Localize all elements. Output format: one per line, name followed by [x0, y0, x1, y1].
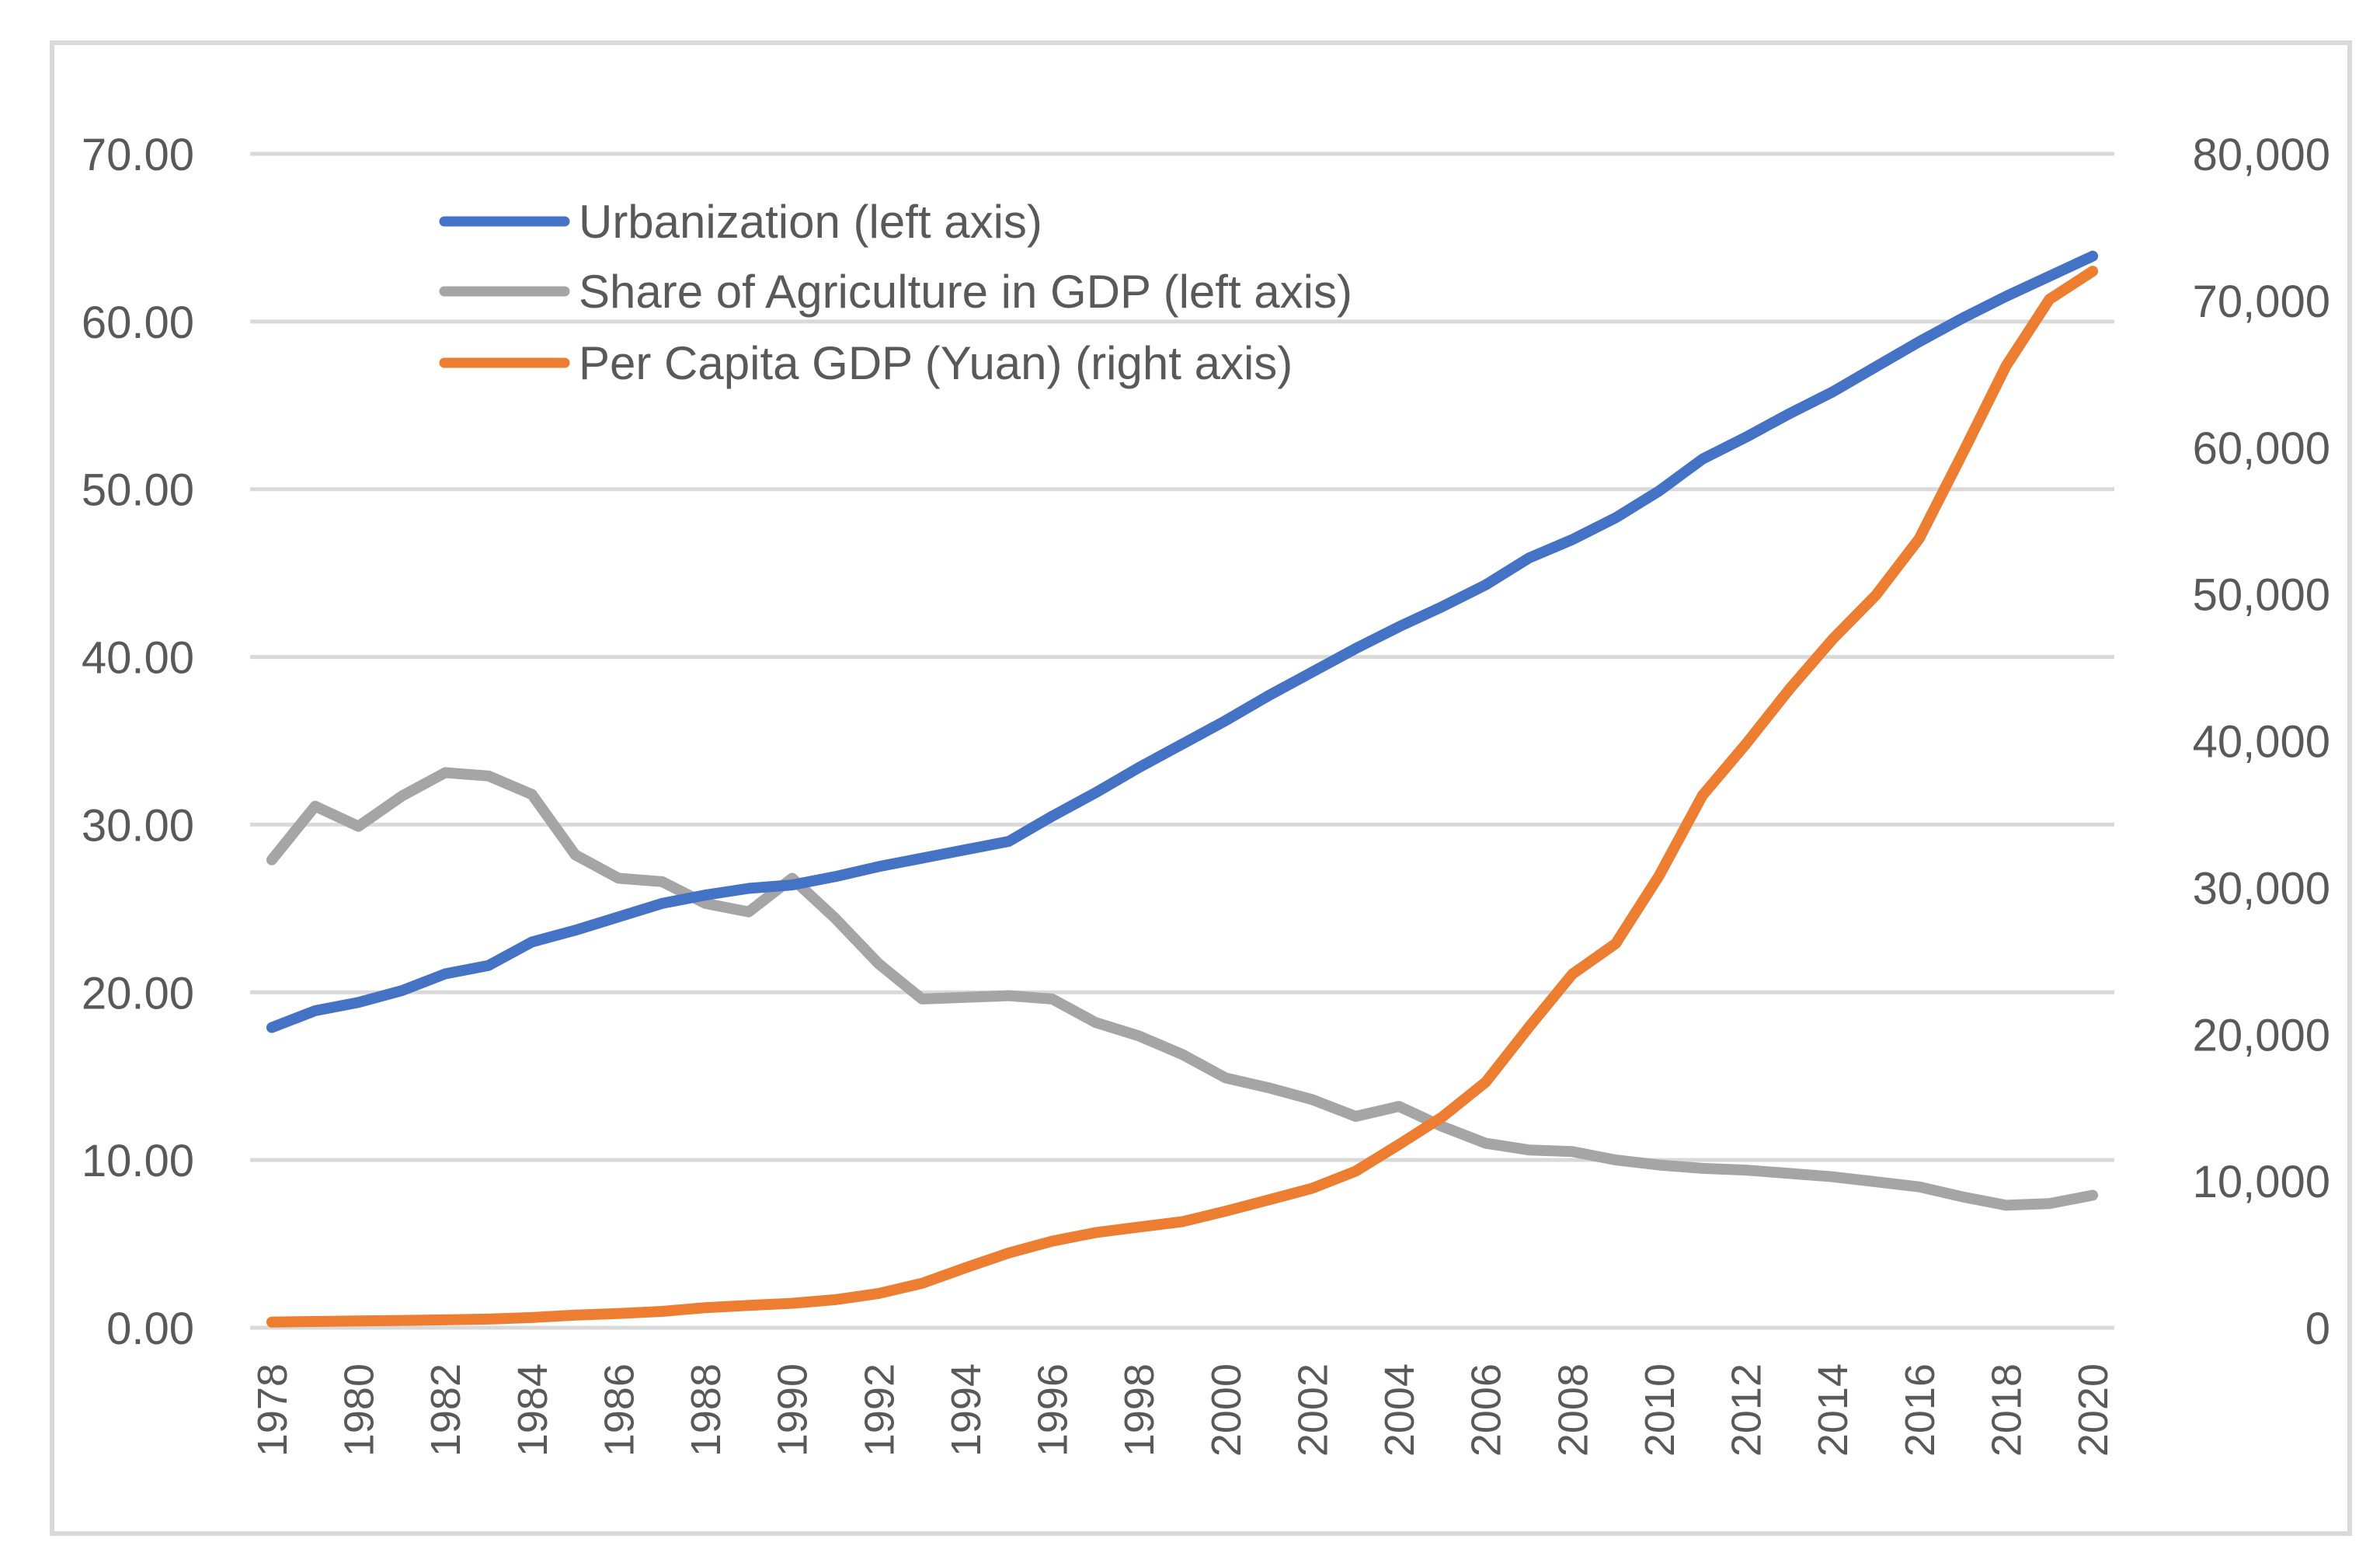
x-axis-tick-label: 2000 — [1203, 1363, 1250, 1457]
x-axis-tick-label: 2020 — [2070, 1363, 2117, 1457]
left-axis-tick-label: 40.00 — [82, 633, 194, 684]
legend-label-urbanization: Urbanization (left axis) — [579, 196, 1042, 248]
x-axis-tick-label: 1980 — [336, 1363, 383, 1457]
x-axis-tick-label: 1994 — [943, 1363, 990, 1457]
agriculture-share-line — [266, 767, 2099, 1211]
chart-border — [50, 40, 2352, 1536]
left-axis-tick-label: 0.00 — [106, 1304, 194, 1354]
x-axis-tick-label: 2004 — [1376, 1363, 1423, 1457]
x-axis-tick-label: 2006 — [1463, 1363, 1510, 1457]
right-axis-tick-label: 60,000 — [2193, 423, 2330, 474]
gridlines — [250, 151, 2114, 1330]
legend-item-agriculture-share[interactable]: Share of Agriculture in GDP (left axis) — [439, 266, 1352, 318]
per-capita-gdp-line — [266, 266, 2099, 1328]
left-axis-tick-label: 20.00 — [82, 968, 194, 1019]
x-axis-tick-label: 1984 — [510, 1363, 556, 1457]
x-axis-tick-label: 2018 — [1983, 1363, 2030, 1457]
right-axis-tick-labels: 0 10,000 20,000 30,000 40,000 50,000 60,000 70,… — [2193, 130, 2330, 1354]
x-axis-tick-label: 2016 — [1897, 1363, 1943, 1457]
x-axis-tick-labels: 1978 1980 1982 1984 1986 1988 1990 1992 1994 1996… — [249, 1363, 2117, 1457]
x-axis-tick-label: 1996 — [1030, 1363, 1077, 1457]
left-axis-tick-label: 30.00 — [82, 800, 194, 851]
legend-item-per-capita-gdp[interactable]: Per Capita GDP (Yuan) (right axis) — [439, 337, 1293, 389]
right-axis-tick-label: 80,000 — [2193, 130, 2330, 180]
series-lines — [266, 250, 2099, 1328]
x-axis-tick-label: 1978 — [249, 1363, 296, 1457]
legend: Urbanization (left axis) Share of Agricu… — [439, 196, 1352, 389]
left-axis-tick-labels: 0.00 10.00 20.00 30.00 40.00 50.00 60.00 70.00 — [82, 130, 194, 1354]
x-axis-tick-label: 1992 — [856, 1363, 903, 1457]
legend-label-per-capita-gdp: Per Capita GDP (Yuan) (right axis) — [579, 337, 1293, 389]
x-axis-tick-label: 2010 — [1637, 1363, 1683, 1457]
x-axis-tick-label: 1990 — [770, 1363, 816, 1457]
x-axis-tick-label: 2012 — [1724, 1363, 1770, 1457]
left-axis-tick-label: 70.00 — [82, 130, 194, 180]
x-axis-tick-label: 2014 — [1810, 1363, 1856, 1457]
right-axis-tick-label: 20,000 — [2193, 1010, 2330, 1060]
urbanization-line — [266, 250, 2099, 1033]
x-axis-tick-label: 1986 — [596, 1363, 642, 1457]
left-axis-tick-label: 50.00 — [82, 465, 194, 516]
x-axis-tick-label: 2008 — [1550, 1363, 1596, 1457]
x-axis-tick-label: 1988 — [683, 1363, 729, 1457]
x-axis-tick-label: 2002 — [1289, 1363, 1336, 1457]
right-axis-tick-label: 70,000 — [2193, 277, 2330, 327]
legend-label-agriculture-share: Share of Agriculture in GDP (left axis) — [579, 266, 1352, 318]
right-axis-tick-label: 50,000 — [2193, 570, 2330, 621]
right-axis-tick-label: 0 — [2305, 1304, 2330, 1354]
left-axis-tick-label: 10.00 — [82, 1136, 194, 1186]
left-axis-tick-label: 60.00 — [82, 298, 194, 348]
right-axis-tick-label: 10,000 — [2193, 1157, 2330, 1207]
legend-item-urbanization[interactable]: Urbanization (left axis) — [439, 196, 1042, 248]
right-axis-tick-label: 30,000 — [2193, 863, 2330, 914]
x-axis-tick-label: 1998 — [1116, 1363, 1163, 1457]
right-axis-tick-label: 40,000 — [2193, 717, 2330, 768]
x-axis-tick-label: 1982 — [423, 1363, 469, 1457]
